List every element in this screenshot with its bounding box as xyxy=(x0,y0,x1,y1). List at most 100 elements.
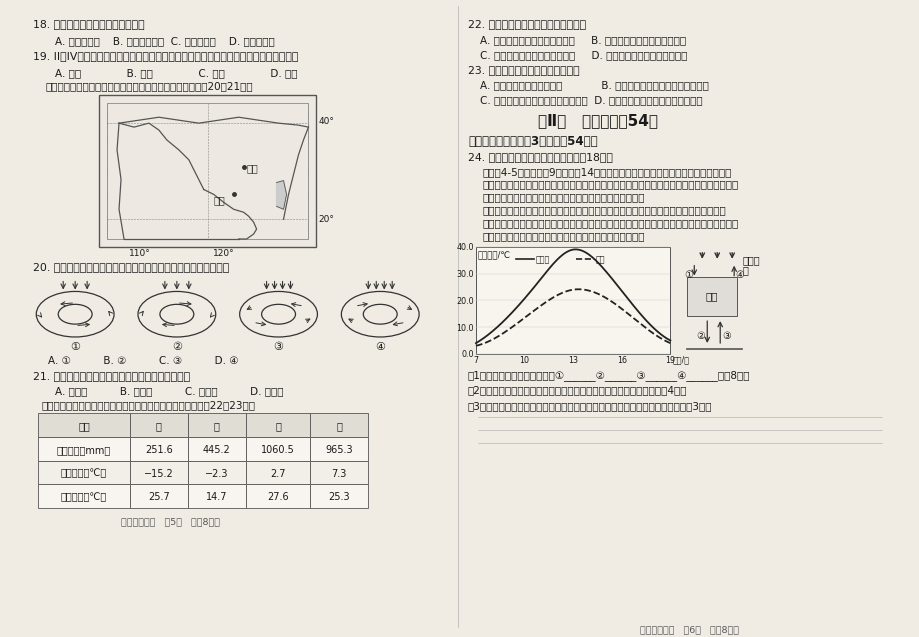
Text: 20. 下图中能正确表示我国东部沿海地区台风的天气系统示意图是: 20. 下图中能正确表示我国东部沿海地区台风的天气系统示意图是 xyxy=(33,262,230,272)
Text: A. 资源丰富带    B. 资源较丰富带  C. 资源一般带    D. 资源贫乏带: A. 资源丰富带 B. 资源较丰富带 C. 资源一般带 D. 资源贫乏带 xyxy=(55,36,275,46)
Text: 0.0: 0.0 xyxy=(461,350,473,359)
Text: 25.7: 25.7 xyxy=(148,492,170,503)
Text: ④: ④ xyxy=(375,342,385,352)
Text: 我国东部沿海地区每年夏秋季节常有台风登陆，读下图完成20～21题。: 我国东部沿海地区每年夏秋季节常有台风登陆，读下图完成20～21题。 xyxy=(45,82,253,92)
Text: 13: 13 xyxy=(568,356,577,365)
Text: 成尘暴，严重时粉尘可发展到数十米以上，使大气浑浊度升高，气温日较差较小。下图为台夫: 成尘暴，严重时粉尘可发展到数十米以上，使大气浑浊度升高，气温日较差较小。下图为台… xyxy=(482,218,738,228)
Text: 丙: 丙 xyxy=(275,421,280,431)
Bar xyxy=(187,413,245,437)
Text: 10.0: 10.0 xyxy=(456,324,473,333)
Text: 1060.5: 1060.5 xyxy=(261,445,295,455)
Bar xyxy=(245,437,310,461)
Bar xyxy=(39,485,130,508)
Bar xyxy=(310,413,368,437)
Text: 大气: 大气 xyxy=(705,291,718,301)
Bar xyxy=(187,437,245,461)
Text: ③: ③ xyxy=(721,331,731,341)
Text: 丁: 丁 xyxy=(336,421,342,431)
Text: 每年的4-5月份，白天9时至午后14时之间，在晴朗和风速不大的条件下，观察呼伦贝: 每年的4-5月份，白天9时至午后14时之间，在晴朗和风速不大的条件下，观察呼伦贝 xyxy=(482,167,732,176)
Bar xyxy=(310,461,368,485)
Text: A. 成都、武汉、乌鲁木齐、拉萨     B. 乌鲁木齐、成都、武汉、拉萨: A. 成都、武汉、乌鲁木齐、拉萨 B. 乌鲁木齐、成都、武汉、拉萨 xyxy=(480,35,686,45)
Text: 18. 结合上图，可以判断南京市属于: 18. 结合上图，可以判断南京市属于 xyxy=(33,19,145,29)
Bar xyxy=(245,413,310,437)
Bar xyxy=(187,461,245,485)
Text: 甲: 甲 xyxy=(156,421,162,431)
Text: ②: ② xyxy=(696,331,704,341)
Text: 445.2: 445.2 xyxy=(203,445,231,455)
Text: 杭州: 杭州 xyxy=(246,163,258,173)
Bar xyxy=(107,103,308,239)
Text: 开垒地和草地地面温度的平均变化和大气变热过程示意图。: 开垒地和草地地面温度的平均变化和大气变热过程示意图。 xyxy=(482,231,645,241)
Text: 第Ⅱ卷   非选择题（54）: 第Ⅱ卷 非选择题（54） xyxy=(537,113,657,128)
Polygon shape xyxy=(277,180,286,210)
Text: 21. 如果台风在福州登陆，则此时杭州的风向可能是: 21. 如果台风在福州登陆，则此时杭州的风向可能是 xyxy=(33,371,190,381)
Text: 25.3: 25.3 xyxy=(328,492,350,503)
Text: 开垒地: 开垒地 xyxy=(535,255,550,264)
Bar xyxy=(39,461,130,485)
Text: 升: 升 xyxy=(742,265,747,275)
Bar xyxy=(475,247,670,354)
Text: A. ①          B. ②          C. ③          D. ④: A. ① B. ② C. ③ D. ④ xyxy=(48,356,239,366)
Bar xyxy=(187,485,245,508)
Text: 福州: 福州 xyxy=(213,196,225,205)
Text: 7.3: 7.3 xyxy=(332,469,346,478)
Text: 30.0: 30.0 xyxy=(456,270,473,279)
Text: 251.6: 251.6 xyxy=(145,445,173,455)
Text: 22. 甲乙丙丁依次对应的城市正确的是: 22. 甲乙丙丁依次对应的城市正确的是 xyxy=(468,19,585,29)
Text: 19. II和IV所在区域的太阳能资源在数量上存在巨大差异，导致该差异产生的主要因素是: 19. II和IV所在区域的太阳能资源在数量上存在巨大差异，导致该差异产生的主要… xyxy=(33,51,299,61)
Text: 7: 7 xyxy=(473,356,478,365)
Text: 大气上: 大气上 xyxy=(742,255,759,265)
Text: 20.0: 20.0 xyxy=(456,297,473,306)
Text: 19: 19 xyxy=(664,356,675,365)
Bar xyxy=(130,485,187,508)
Text: 春季呼伦贝尔草原开垒地出现地气上升现象时，能把开垒地土壤中的细小颗粒物带出并形: 春季呼伦贝尔草原开垒地出现地气上升现象时，能把开垒地土壤中的细小颗粒物带出并形 xyxy=(482,205,726,215)
Text: 23. 下列关于丙地的说法，正确的是: 23. 下列关于丙地的说法，正确的是 xyxy=(468,65,579,75)
Text: 七月均温（℃）: 七月均温（℃） xyxy=(61,492,108,503)
Text: 高一地理试题   第6页   （兲8页）: 高一地理试题 第6页 （兲8页） xyxy=(639,625,738,634)
Text: A. 纬度              B. 气候              C. 植被              D. 水源: A. 纬度 B. 气候 C. 植被 D. 水源 xyxy=(55,68,298,78)
Text: 110°: 110° xyxy=(129,249,151,258)
Text: ①: ① xyxy=(70,342,80,352)
Text: 120°: 120° xyxy=(212,249,234,258)
Text: 乙: 乙 xyxy=(213,421,220,431)
Text: 草地: 草地 xyxy=(595,255,605,264)
Bar xyxy=(310,485,368,508)
Text: ①: ① xyxy=(684,269,692,280)
Text: 一月均温（℃）: 一月均温（℃） xyxy=(61,469,108,478)
Bar xyxy=(686,276,736,316)
Text: 二、综合题（本大颙3小题，全54分）: 二、综合题（本大颙3小题，全54分） xyxy=(468,135,597,148)
Text: 2.7: 2.7 xyxy=(270,469,286,478)
Text: 尔草原开垒地目标物时，往往出现强烈的蟠动现象，这地面就如受着大炉的烘烤一样，热气腾: 尔草原开垒地目标物时，往往出现强烈的蟠动现象，这地面就如受着大炉的烘烤一样，热气… xyxy=(482,180,738,190)
Text: 腾，当地群众把开垒地上这种光学现象称为「地气上升」。: 腾，当地群众把开垒地上这种光学现象称为「地气上升」。 xyxy=(482,192,645,203)
Bar xyxy=(130,461,187,485)
Text: 地面温度/℃: 地面温度/℃ xyxy=(478,250,510,259)
Text: A. 甲、乙两地不受季风影响            B. 丁地一月均温最高是因为纬度最低: A. 甲、乙两地不受季风影响 B. 丁地一月均温最高是因为纬度最低 xyxy=(480,81,708,90)
Bar xyxy=(245,461,310,485)
Text: 16: 16 xyxy=(616,356,626,365)
Bar xyxy=(130,437,187,461)
Text: 时间/时: 时间/时 xyxy=(672,356,688,365)
Text: 地点: 地点 xyxy=(78,421,90,431)
Text: 高一地理试题   第5页   （兲8页）: 高一地理试题 第5页 （兲8页） xyxy=(121,517,221,526)
Bar xyxy=(310,437,368,461)
Text: 40°: 40° xyxy=(318,117,334,126)
Text: ④: ④ xyxy=(734,269,743,280)
Bar xyxy=(130,413,187,437)
Text: 年降水量（mm）: 年降水量（mm） xyxy=(57,445,111,455)
Bar xyxy=(39,437,130,461)
Text: A. 东南风          B. 东北风          C. 西南风          D. 西北风: A. 东南风 B. 东北风 C. 西南风 D. 西北风 xyxy=(55,387,283,396)
Bar xyxy=(245,485,310,508)
Bar xyxy=(39,413,130,437)
Text: 20°: 20° xyxy=(318,215,334,224)
Text: （2）运用大气热力原理阐释发生严重扬尘时气温日较差较小的原因。（4分）: （2）运用大气热力原理阐释发生严重扬尘时气温日较差较小的原因。（4分） xyxy=(468,385,686,396)
Text: 10: 10 xyxy=(519,356,529,365)
Text: 下表是成都、武汉、乌鲁木齐、拉萨四城市的气候资料，完成22～23题。: 下表是成都、武汉、乌鲁木齐、拉萨四城市的气候资料，完成22～23题。 xyxy=(41,400,255,410)
Text: 27.6: 27.6 xyxy=(267,492,289,503)
Text: 40.0: 40.0 xyxy=(456,243,473,252)
Text: C. 成都、拉萨、武汉、乌鲁木齐     D. 乌鲁木齐、拉萨、武汉、成都: C. 成都、拉萨、武汉、乌鲁木齐 D. 乌鲁木齐、拉萨、武汉、成都 xyxy=(480,50,686,60)
Text: 24. 阅读图文资料，完成下列要求。（18分）: 24. 阅读图文资料，完成下列要求。（18分） xyxy=(468,152,612,162)
Text: （1）右图中箭头表示的含义：①______②______③______④______。（8分）: （1）右图中箭头表示的含义：①______②______③______④____… xyxy=(468,369,750,380)
Text: 14.7: 14.7 xyxy=(206,492,227,503)
Text: 965.3: 965.3 xyxy=(325,445,353,455)
Text: ②: ② xyxy=(172,342,182,352)
